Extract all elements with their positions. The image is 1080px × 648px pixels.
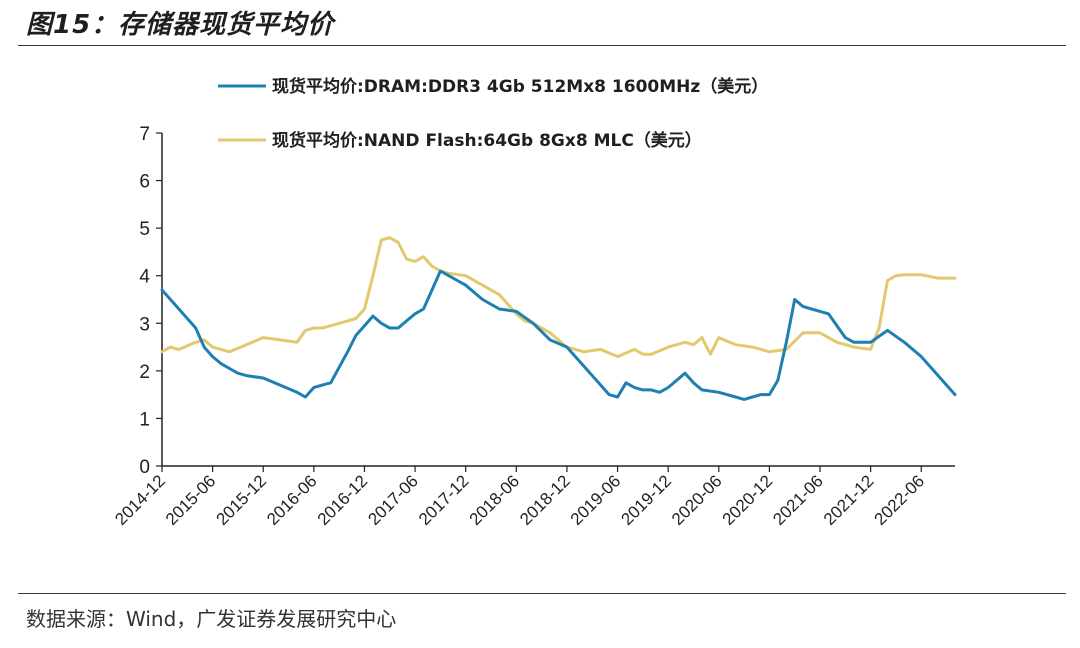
y-tick-label: 4 <box>139 267 150 288</box>
x-tick-label: 2016-12 <box>314 471 372 529</box>
figure-title: 图15：存储器现货平均价 <box>26 10 335 40</box>
y-tick-label: 0 <box>139 457 150 478</box>
x-tick-label: 2018-06 <box>466 471 524 529</box>
source-note: 数据来源：Wind，广发证券发展研究中心 <box>26 607 397 631</box>
source-divider <box>18 593 1066 594</box>
y-tick-label: 5 <box>139 219 150 240</box>
x-tick-label: 2016-06 <box>263 471 321 529</box>
y-tick-label: 7 <box>139 124 150 145</box>
x-tick-label: 2018-12 <box>516 471 574 529</box>
series-line-nand <box>160 236 957 359</box>
x-tick-label: 2014-12 <box>111 471 169 529</box>
x-axis-ticks: 2014-122015-062015-122016-062016-122017-… <box>111 466 928 529</box>
x-tick-label: 2020-12 <box>719 471 777 529</box>
x-tick-label: 2015-12 <box>213 471 271 529</box>
x-tick-label: 2019-06 <box>567 471 625 529</box>
x-tick-label: 2021-12 <box>820 471 878 529</box>
series-line-dram <box>160 269 957 401</box>
chart-legend: 现货平均价:DRAM:DDR3 4Gb 512Mx8 1600MHz（美元） 现… <box>218 76 768 151</box>
x-tick-label: 2020-06 <box>668 471 726 529</box>
y-tick-label: 6 <box>139 172 150 193</box>
legend-label-nand: 现货平均价:NAND Flash:64Gb 8Gx8 MLC（美元） <box>272 130 702 151</box>
y-tick-label: 2 <box>139 362 150 383</box>
x-tick-label: 2022-06 <box>871 471 929 529</box>
legend-label-dram: 现货平均价:DRAM:DDR3 4Gb 512Mx8 1600MHz（美元） <box>272 76 768 97</box>
line-chart: 现货平均价:DRAM:DDR3 4Gb 512Mx8 1600MHz（美元） 现… <box>111 76 957 529</box>
x-tick-label: 2019-12 <box>617 471 675 529</box>
axes <box>161 133 955 467</box>
x-tick-label: 2015-06 <box>162 471 220 529</box>
plot-lines <box>160 236 957 401</box>
y-axis-ticks: 0 1 2 3 4 5 6 7 <box>139 124 162 478</box>
title-divider <box>18 45 1066 46</box>
x-tick-label: 2021-06 <box>769 471 827 529</box>
x-tick-label: 2017-12 <box>415 471 473 529</box>
x-tick-label: 2017-06 <box>364 471 422 529</box>
y-tick-label: 3 <box>139 314 150 335</box>
y-tick-label: 1 <box>139 409 150 430</box>
